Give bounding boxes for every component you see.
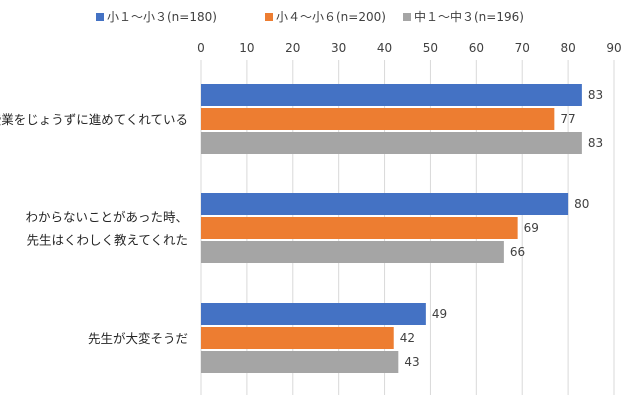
x-axis-ticks: 0 10 20 30 40 50 60 70 80 90 — [197, 41, 621, 55]
x-tick-label: 40 — [377, 41, 392, 55]
legend-label-3: 中１～中３(n=196) — [414, 9, 524, 24]
data-label: 69 — [524, 221, 539, 235]
bar — [201, 241, 504, 263]
x-tick-label: 90 — [606, 41, 621, 55]
data-label: 77 — [560, 112, 575, 126]
data-label: 66 — [510, 245, 525, 259]
legend-swatch-2 — [265, 13, 273, 21]
data-label: 83 — [588, 88, 603, 102]
x-tick-label: 70 — [515, 41, 530, 55]
legend-label-1: 小１～小３(n=180) — [107, 10, 217, 24]
category-labels: 授業をじょうずに進めてくれているわからないことがあった時、先生はくわしく教えてく… — [0, 112, 188, 346]
x-tick-label: 80 — [560, 41, 575, 55]
legend-swatch-3 — [403, 13, 411, 21]
data-label: 42 — [400, 331, 415, 345]
bar — [201, 132, 582, 154]
bar — [201, 84, 582, 106]
x-tick-label: 20 — [285, 41, 300, 55]
data-label: 83 — [588, 136, 603, 150]
bar — [201, 351, 399, 373]
x-tick-label: 30 — [331, 41, 346, 55]
category-label: わからないことがあった時、 — [25, 210, 188, 225]
category-label: 授業をじょうずに進めてくれている — [0, 112, 188, 127]
legend-swatch-1 — [96, 13, 104, 21]
bar — [201, 193, 569, 215]
bars — [201, 84, 582, 373]
x-tick-label: 60 — [469, 41, 484, 55]
category-label: 先生はくわしく教えてくれた — [26, 233, 188, 248]
data-label: 43 — [404, 355, 419, 369]
data-label: 49 — [432, 307, 447, 321]
bar — [201, 303, 426, 325]
data-label: 80 — [574, 197, 589, 211]
bar — [201, 217, 518, 239]
legend-label-2: 小４～小６(n=200) — [276, 10, 386, 24]
legend: 小１～小３(n=180) 小４～小６(n=200) 中１～中３(n=196) — [96, 9, 524, 24]
x-tick-label: 10 — [239, 41, 254, 55]
bar — [201, 108, 555, 130]
x-tick-label: 50 — [423, 41, 438, 55]
category-label: 先生が大変そうだ — [88, 331, 188, 346]
data-labels: 83 77 83 80 69 66 49 42 43 — [400, 88, 603, 369]
bar — [201, 327, 394, 349]
x-tick-label: 0 — [197, 41, 205, 55]
